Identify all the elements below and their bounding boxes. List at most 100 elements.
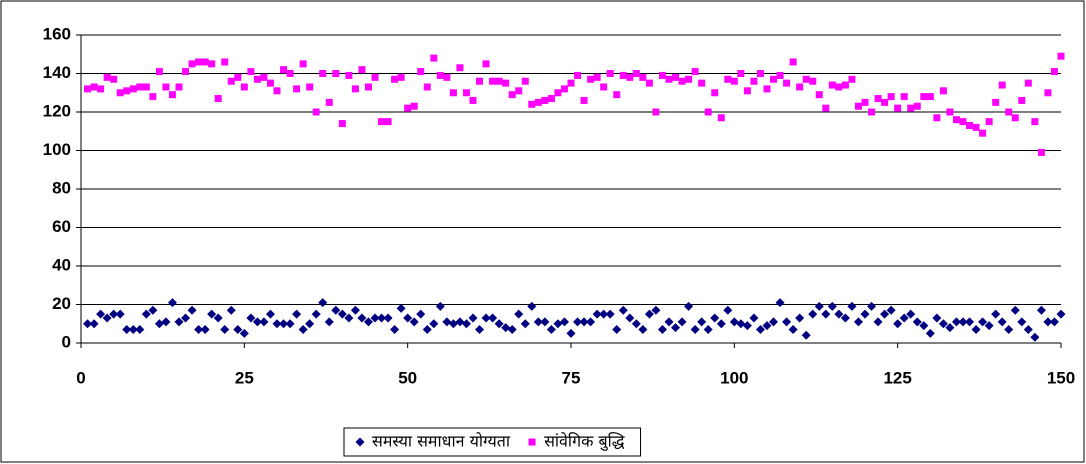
point (148, 305, 158, 315)
point (1017, 317, 1027, 327)
point (239, 328, 249, 338)
point (645, 79, 653, 87)
point (371, 73, 379, 81)
point (951, 317, 961, 327)
point (527, 301, 537, 311)
point (1056, 309, 1066, 319)
point (324, 317, 334, 327)
point (325, 98, 333, 106)
point (736, 319, 746, 329)
point (789, 58, 797, 66)
legend-box (343, 427, 642, 457)
point (886, 305, 896, 315)
point (796, 83, 804, 91)
point (860, 309, 870, 319)
point (952, 116, 960, 124)
point (540, 317, 550, 327)
point (926, 93, 934, 101)
point (848, 75, 856, 83)
point (409, 317, 419, 327)
point (593, 73, 601, 81)
point (286, 70, 294, 77)
point (481, 313, 491, 323)
point (312, 108, 320, 116)
point (514, 309, 524, 319)
point (678, 77, 686, 85)
point (220, 325, 230, 335)
point (971, 325, 981, 335)
point (293, 85, 301, 93)
point (1037, 148, 1045, 156)
point (770, 75, 778, 83)
point (194, 325, 204, 335)
point (162, 83, 170, 91)
point (652, 108, 660, 116)
point (1010, 305, 1020, 315)
point (110, 75, 118, 83)
point (547, 95, 555, 103)
point (533, 317, 543, 327)
point (468, 313, 478, 323)
point (704, 108, 712, 116)
point (116, 89, 124, 97)
point (560, 85, 568, 93)
point (763, 85, 771, 93)
point (149, 93, 157, 101)
point (122, 325, 132, 335)
point (684, 301, 694, 311)
point (978, 317, 988, 327)
y-tick-label: 120 (43, 101, 71, 120)
point (449, 89, 457, 97)
point (958, 317, 968, 327)
point (697, 317, 707, 327)
point (155, 68, 163, 76)
point (559, 317, 569, 327)
point (919, 321, 929, 331)
point (280, 66, 288, 74)
point (880, 309, 890, 319)
point (619, 71, 627, 79)
legend-label: सांवेगिक बुद्धि (544, 432, 625, 452)
point (599, 309, 609, 319)
point (377, 313, 387, 323)
point (292, 309, 302, 319)
point (305, 319, 315, 329)
point (351, 85, 359, 93)
y-tick-label: 80 (52, 178, 71, 197)
point (462, 89, 470, 97)
point (671, 323, 681, 333)
point (873, 317, 883, 327)
point (187, 305, 197, 315)
point (638, 325, 648, 335)
point (566, 328, 576, 338)
point (260, 73, 268, 81)
point (750, 77, 758, 85)
point (946, 108, 954, 116)
point (966, 121, 974, 129)
point (801, 330, 811, 340)
point (841, 81, 849, 89)
point (358, 66, 366, 74)
point (992, 98, 1000, 106)
legend-marker (355, 437, 365, 447)
point (730, 77, 738, 85)
point (618, 305, 628, 315)
point (685, 75, 693, 83)
y-tick-label: 140 (43, 63, 71, 82)
point (998, 81, 1006, 89)
point (90, 83, 98, 91)
point (788, 325, 798, 335)
point (502, 79, 510, 87)
point (319, 70, 327, 77)
point (868, 108, 876, 116)
point (488, 313, 498, 323)
point (546, 325, 556, 335)
point (815, 91, 823, 99)
point (925, 328, 935, 338)
point (221, 58, 229, 66)
x-tick-label: 0 (76, 368, 85, 387)
point (443, 73, 451, 81)
point (240, 83, 248, 91)
point (455, 317, 465, 327)
